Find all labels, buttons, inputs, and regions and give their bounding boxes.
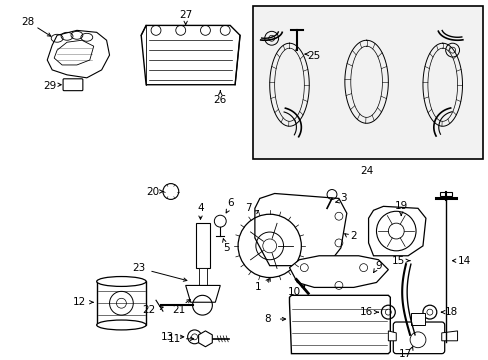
Text: 28: 28 bbox=[21, 17, 34, 27]
Polygon shape bbox=[368, 206, 425, 256]
Text: 7: 7 bbox=[244, 203, 251, 213]
Text: 12: 12 bbox=[73, 297, 86, 307]
Polygon shape bbox=[441, 331, 457, 341]
Text: 29: 29 bbox=[43, 81, 57, 91]
Text: 10: 10 bbox=[287, 287, 301, 297]
Text: 23: 23 bbox=[132, 263, 145, 273]
Polygon shape bbox=[289, 295, 389, 354]
Polygon shape bbox=[198, 331, 212, 347]
Text: 21: 21 bbox=[172, 305, 185, 315]
Text: 8: 8 bbox=[264, 314, 270, 324]
Ellipse shape bbox=[97, 276, 146, 287]
Polygon shape bbox=[198, 267, 207, 285]
FancyBboxPatch shape bbox=[392, 322, 444, 354]
Polygon shape bbox=[254, 193, 346, 266]
Text: 11: 11 bbox=[168, 334, 181, 344]
Text: 20: 20 bbox=[146, 186, 159, 197]
Text: 1: 1 bbox=[254, 282, 261, 292]
Text: 13: 13 bbox=[161, 332, 174, 342]
Polygon shape bbox=[97, 282, 146, 325]
Polygon shape bbox=[410, 313, 424, 325]
Polygon shape bbox=[289, 256, 387, 287]
Text: 19: 19 bbox=[394, 201, 407, 211]
Bar bbox=[252, 6, 482, 159]
Polygon shape bbox=[387, 331, 395, 341]
Text: 3: 3 bbox=[340, 193, 346, 203]
Polygon shape bbox=[195, 223, 210, 267]
Ellipse shape bbox=[97, 320, 146, 330]
Text: 9: 9 bbox=[374, 261, 381, 271]
Text: 6: 6 bbox=[226, 198, 233, 208]
Polygon shape bbox=[141, 26, 240, 85]
Text: 24: 24 bbox=[359, 166, 372, 176]
Text: 15: 15 bbox=[391, 256, 404, 266]
Polygon shape bbox=[54, 40, 94, 65]
Polygon shape bbox=[47, 30, 109, 78]
Text: 17: 17 bbox=[398, 348, 411, 359]
Text: 16: 16 bbox=[359, 307, 372, 317]
Text: 27: 27 bbox=[179, 9, 192, 19]
Text: 4: 4 bbox=[197, 203, 203, 213]
Text: 22: 22 bbox=[142, 305, 155, 315]
Text: 2: 2 bbox=[350, 231, 356, 241]
Text: 18: 18 bbox=[444, 307, 457, 317]
Polygon shape bbox=[439, 192, 451, 197]
Text: 5: 5 bbox=[223, 243, 229, 253]
Polygon shape bbox=[185, 285, 220, 302]
Text: 26: 26 bbox=[213, 95, 226, 104]
Text: 14: 14 bbox=[457, 256, 470, 266]
Text: 25: 25 bbox=[307, 51, 320, 61]
